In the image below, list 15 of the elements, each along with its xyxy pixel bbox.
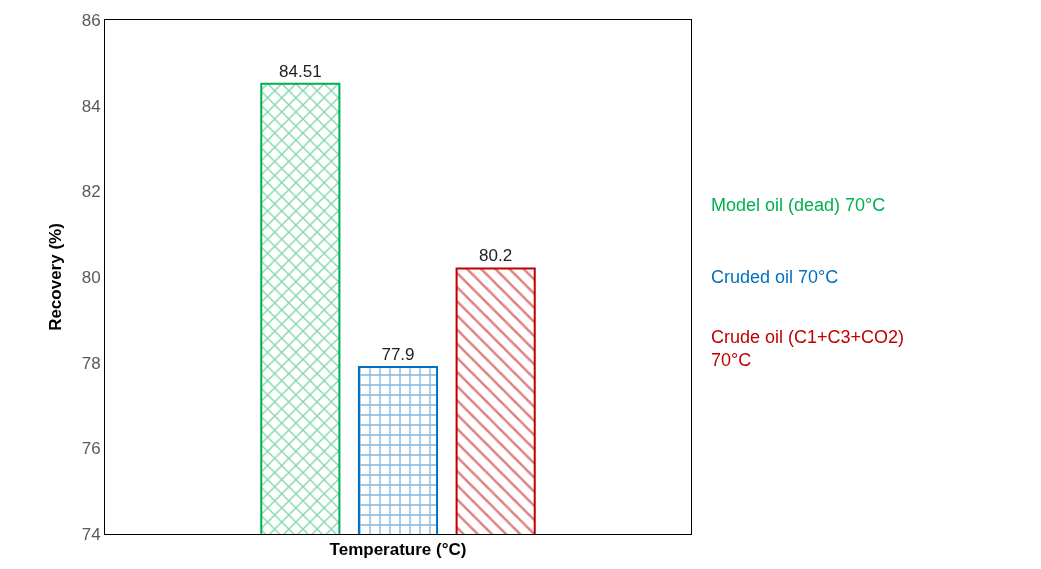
- y-tick-label: 84: [81, 96, 101, 116]
- text: Cruded oil 70°C: [711, 267, 839, 287]
- data-label: 84.51: [279, 61, 322, 81]
- text: Model oil (dead) 70°C: [711, 195, 886, 215]
- y-axis-title: Recovery (%): [46, 223, 66, 331]
- x-axis-title: Temperature (°C): [329, 539, 467, 559]
- y-tick-label: 76: [81, 439, 101, 459]
- text: Crude oil (C1+C3+CO2) 70°C: [711, 327, 905, 371]
- data-label: 80.2: [479, 246, 513, 266]
- y-tick-label: 78: [81, 353, 101, 373]
- y-tick-label: 82: [81, 182, 101, 202]
- y-tick-label: 74: [81, 524, 101, 544]
- y-tick-label: 80: [81, 267, 101, 287]
- data-label: 77.9: [381, 344, 415, 364]
- y-tick-label: 86: [81, 10, 101, 30]
